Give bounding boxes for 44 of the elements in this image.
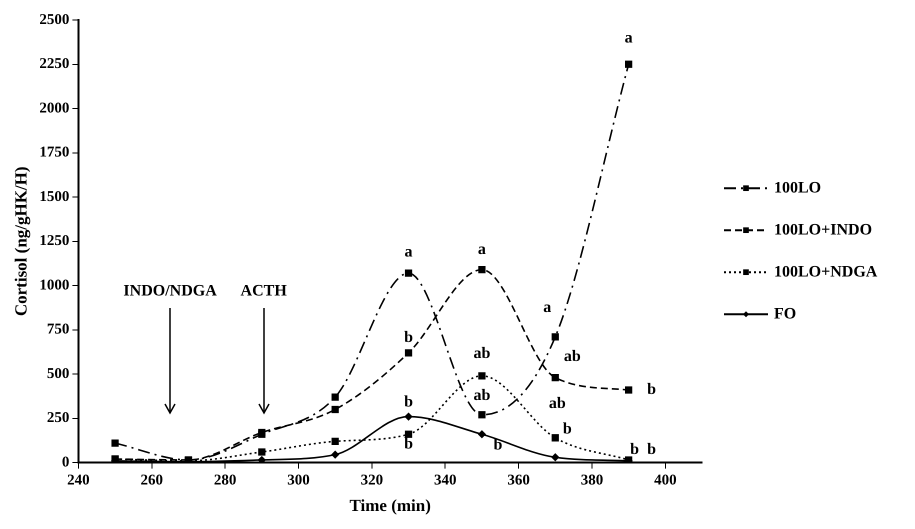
x-axis-title: Time (min) — [350, 496, 431, 516]
data-label: a — [624, 29, 633, 46]
y-tick-label: 500 — [46, 366, 70, 382]
y-axis-title: Cortisol (ng/gHK/H) — [12, 166, 31, 316]
y-tick-label: 2500 — [39, 12, 70, 28]
legend-label: 100LO+INDO — [774, 221, 872, 238]
y-tick-label: 1000 — [39, 277, 70, 294]
x-tick-label: 240 — [67, 472, 90, 488]
ref-line-label: INDO/NDGA — [123, 282, 218, 300]
x-tick-label: 380 — [580, 472, 604, 488]
legend-label: FO — [774, 305, 796, 322]
data-label: b — [404, 435, 414, 452]
x-tick-label: 400 — [654, 472, 677, 488]
x-tick-label: 280 — [214, 472, 236, 488]
data-label: b — [404, 394, 414, 411]
y-tick-label: 250 — [46, 410, 70, 426]
x-tick-label: 300 — [287, 472, 310, 488]
ref-line-label: ACTH — [240, 282, 288, 300]
data-label: b — [630, 441, 640, 458]
x-tick-label: 360 — [507, 472, 530, 488]
data-label: b — [647, 381, 656, 398]
y-tick-label: 2250 — [39, 56, 70, 72]
data-label: ab — [564, 348, 581, 365]
data-label: a — [543, 299, 552, 316]
data-label: b — [562, 420, 572, 438]
data-label: b — [647, 440, 656, 458]
x-tick-label: 340 — [434, 472, 456, 488]
y-tick-label: 1250 — [39, 233, 70, 250]
y-tick-label: 1500 — [39, 188, 70, 205]
x-tick-label: 320 — [360, 472, 384, 488]
data-label: a — [404, 243, 413, 260]
y-tick-label: 750 — [46, 322, 70, 338]
y-tick-label: 0 — [62, 454, 70, 470]
y-tick-label: 1750 — [39, 144, 70, 161]
data-label: a — [478, 240, 486, 258]
data-label: ab — [473, 344, 490, 362]
x-tick-label: 260 — [140, 472, 164, 488]
data-label: ab — [473, 386, 490, 404]
data-label: b — [493, 436, 502, 454]
y-tick-label: 2000 — [39, 100, 70, 116]
data-label: b — [404, 328, 414, 346]
legend-label: 100LO+NDGA — [774, 263, 878, 280]
data-label: ab — [548, 394, 566, 412]
legend-label: 100LO — [774, 179, 822, 196]
